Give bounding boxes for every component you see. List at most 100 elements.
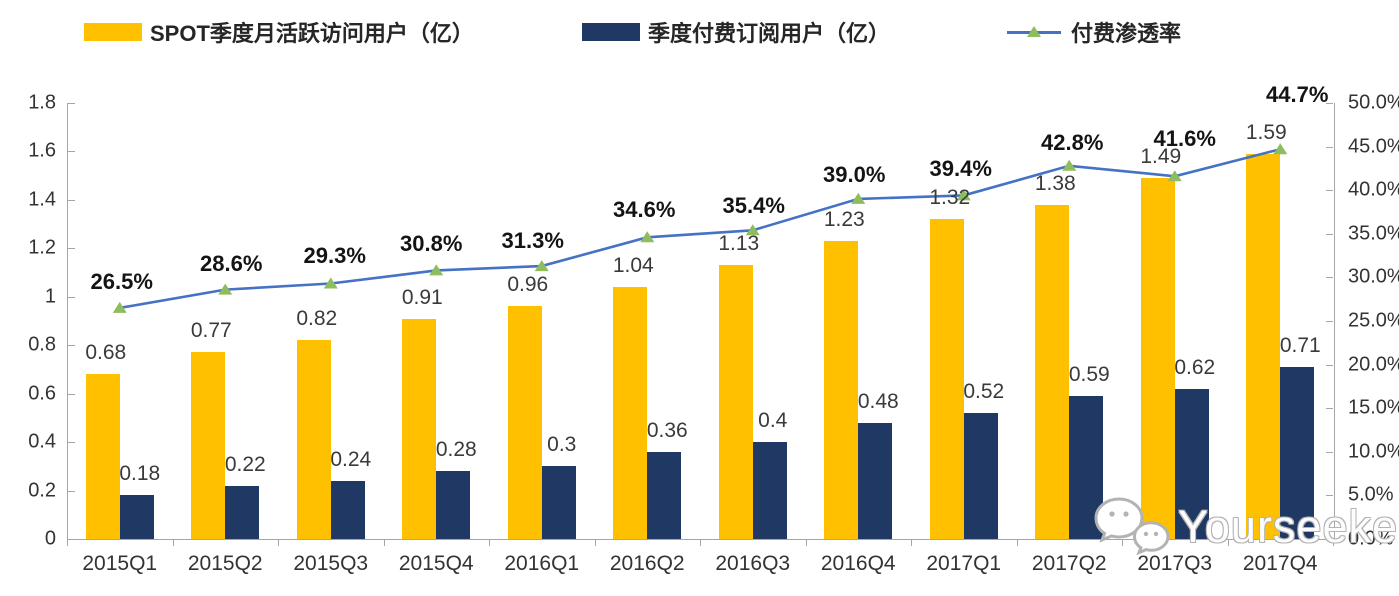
x-axis-category-label: 2015Q2 (187, 552, 263, 575)
bar-label-mau-2015Q3: 0.82 (296, 307, 338, 331)
left-axis-tick-label: 0.6 (28, 382, 56, 405)
right-axis-tick-label: 15.0% (1348, 396, 1399, 419)
bar-label-subs-2015Q4: 0.28 (435, 438, 477, 462)
x-axis-tick (1016, 539, 1018, 546)
legend-label-subs: 季度付费订阅用户（亿） (648, 21, 891, 46)
left-axis-tick-label: 1 (44, 285, 56, 308)
penetration-label-2015Q2: 28.6% (200, 250, 263, 276)
penetration-label-2016Q2: 34.6% (613, 197, 676, 223)
bar-label-mau-2016Q3: 1.13 (718, 232, 760, 256)
left-axis-tick-label: 0.2 (28, 479, 56, 502)
bar-subs-2016Q2 (647, 451, 682, 539)
bar-label-subs-2017Q2: 0.59 (1068, 363, 1110, 387)
x-axis-tick (700, 539, 701, 546)
legend-item-subs: 季度付费订阅用户（亿） (582, 18, 890, 46)
left-axis-tick (68, 296, 75, 298)
x-axis-category-label: 2017Q1 (926, 552, 1002, 575)
bar-label-subs-2016Q1: 0.3 (547, 433, 577, 457)
x-axis-category-label: 2015Q4 (398, 552, 474, 575)
x-axis-category-label: 2017Q2 (1031, 552, 1107, 575)
right-axis-tick-label: 10.0% (1348, 440, 1399, 463)
penetration-label-2016Q1: 31.3% (501, 228, 564, 254)
x-axis-category-label: 2015Q1 (82, 552, 158, 575)
bar-mau-2017Q4 (1246, 153, 1281, 539)
bar-subs-2017Q3 (1174, 388, 1209, 539)
bar-label-mau-2017Q2: 1.38 (1034, 171, 1076, 195)
bar-label-subs-2017Q4: 0.71 (1279, 334, 1321, 358)
bar-label-mau-2016Q1: 0.96 (507, 273, 549, 297)
x-axis-tick (911, 539, 912, 546)
left-axis-tick (68, 151, 75, 153)
right-axis-tick-label: 40.0% (1348, 178, 1399, 201)
right-axis-tick (1326, 539, 1333, 540)
left-axis-tick-label: 1.6 (28, 139, 56, 162)
bar-mau-2016Q4 (824, 241, 859, 539)
bar-mau-2015Q2 (191, 352, 226, 539)
left-axis-tick-label: 0 (44, 527, 56, 550)
bar-label-subs-2017Q1: 0.52 (963, 380, 1005, 404)
x-axis-tick (67, 539, 68, 546)
penetration-label-2016Q4: 39.0% (823, 161, 886, 187)
left-axis-tick (68, 248, 75, 250)
bar-label-mau-2016Q2: 1.04 (612, 254, 654, 278)
legend-item-penetration: 付费渗透率 (1007, 18, 1181, 46)
right-axis-tick (1326, 451, 1333, 453)
bar-subs-2016Q1 (541, 466, 576, 539)
right-axis-tick (1326, 495, 1333, 497)
bar-label-mau-2015Q1: 0.68 (85, 341, 127, 365)
penetration-label-2017Q3: 41.6% (1153, 126, 1216, 152)
bar-label-mau-2016Q4: 1.23 (823, 208, 865, 232)
bar-subs-2015Q2 (225, 485, 260, 539)
penetration-label-2015Q4: 30.8% (400, 231, 463, 257)
x-axis-category-label: 2016Q4 (820, 552, 896, 575)
penetration-label-2017Q2: 42.8% (1041, 129, 1104, 155)
right-axis-tick (1326, 190, 1333, 192)
left-axis-tick (68, 199, 75, 201)
right-axis-tick (1326, 364, 1333, 366)
bar-label-mau-2017Q4: 1.59 (1245, 120, 1287, 144)
bar-mau-2017Q2 (1035, 204, 1070, 539)
bar-mau-2015Q3 (296, 340, 331, 539)
x-axis-tick (172, 539, 174, 546)
left-axis-tick (68, 539, 75, 540)
x-axis-category-label: 2015Q3 (293, 552, 369, 575)
bar-label-subs-2016Q4: 0.48 (857, 389, 899, 413)
legend-swatch-mau (84, 23, 142, 41)
left-axis-tick-label: 1.4 (28, 188, 56, 211)
penetration-label-2016Q3: 35.4% (722, 193, 785, 219)
bar-mau-2015Q1 (85, 374, 120, 539)
right-axis-tick-label: 0.0% (1348, 527, 1394, 550)
bar-mau-2017Q3 (1140, 178, 1175, 539)
left-axis-tick-label: 0.8 (28, 333, 56, 356)
legend-label-penetration: 付费渗透率 (1071, 21, 1182, 46)
bar-label-mau-2015Q4: 0.91 (401, 285, 443, 309)
legend-item-mau: SPOT季度月活跃访问用户（亿） (84, 18, 474, 46)
x-axis-tick (805, 539, 807, 546)
bar-mau-2016Q1 (507, 306, 542, 539)
bar-subs-2016Q3 (752, 442, 787, 539)
plot-area (67, 103, 1335, 540)
x-axis-tick (489, 539, 490, 546)
right-axis-tick (1326, 146, 1333, 148)
right-axis-tick (1326, 103, 1333, 104)
penetration-label-2015Q1: 26.5% (90, 268, 153, 294)
right-axis-tick-label: 45.0% (1348, 135, 1399, 158)
right-axis-tick-label: 20.0% (1348, 353, 1399, 376)
bar-label-subs-2015Q2: 0.22 (224, 452, 266, 476)
right-axis-tick (1326, 321, 1333, 322)
left-axis-tick-label: 1.2 (28, 236, 56, 259)
x-axis-category-label: 2016Q2 (609, 552, 685, 575)
left-axis-tick (68, 393, 75, 395)
penetration-label-2017Q1: 39.4% (929, 156, 992, 182)
bar-subs-2015Q3 (330, 480, 365, 539)
right-axis-tick-label: 5.0% (1348, 483, 1394, 506)
x-axis-tick (1122, 539, 1123, 546)
bar-mau-2017Q1 (929, 219, 964, 539)
x-axis-tick (1227, 539, 1229, 546)
left-axis-tick (68, 345, 75, 347)
bar-label-mau-2017Q3: 1.49 (1140, 145, 1182, 169)
bar-subs-2015Q1 (119, 495, 154, 539)
left-axis-tick (68, 442, 75, 444)
bar-label-mau-2017Q1: 1.32 (929, 186, 971, 210)
right-axis-tick-label: 30.0% (1348, 265, 1399, 288)
